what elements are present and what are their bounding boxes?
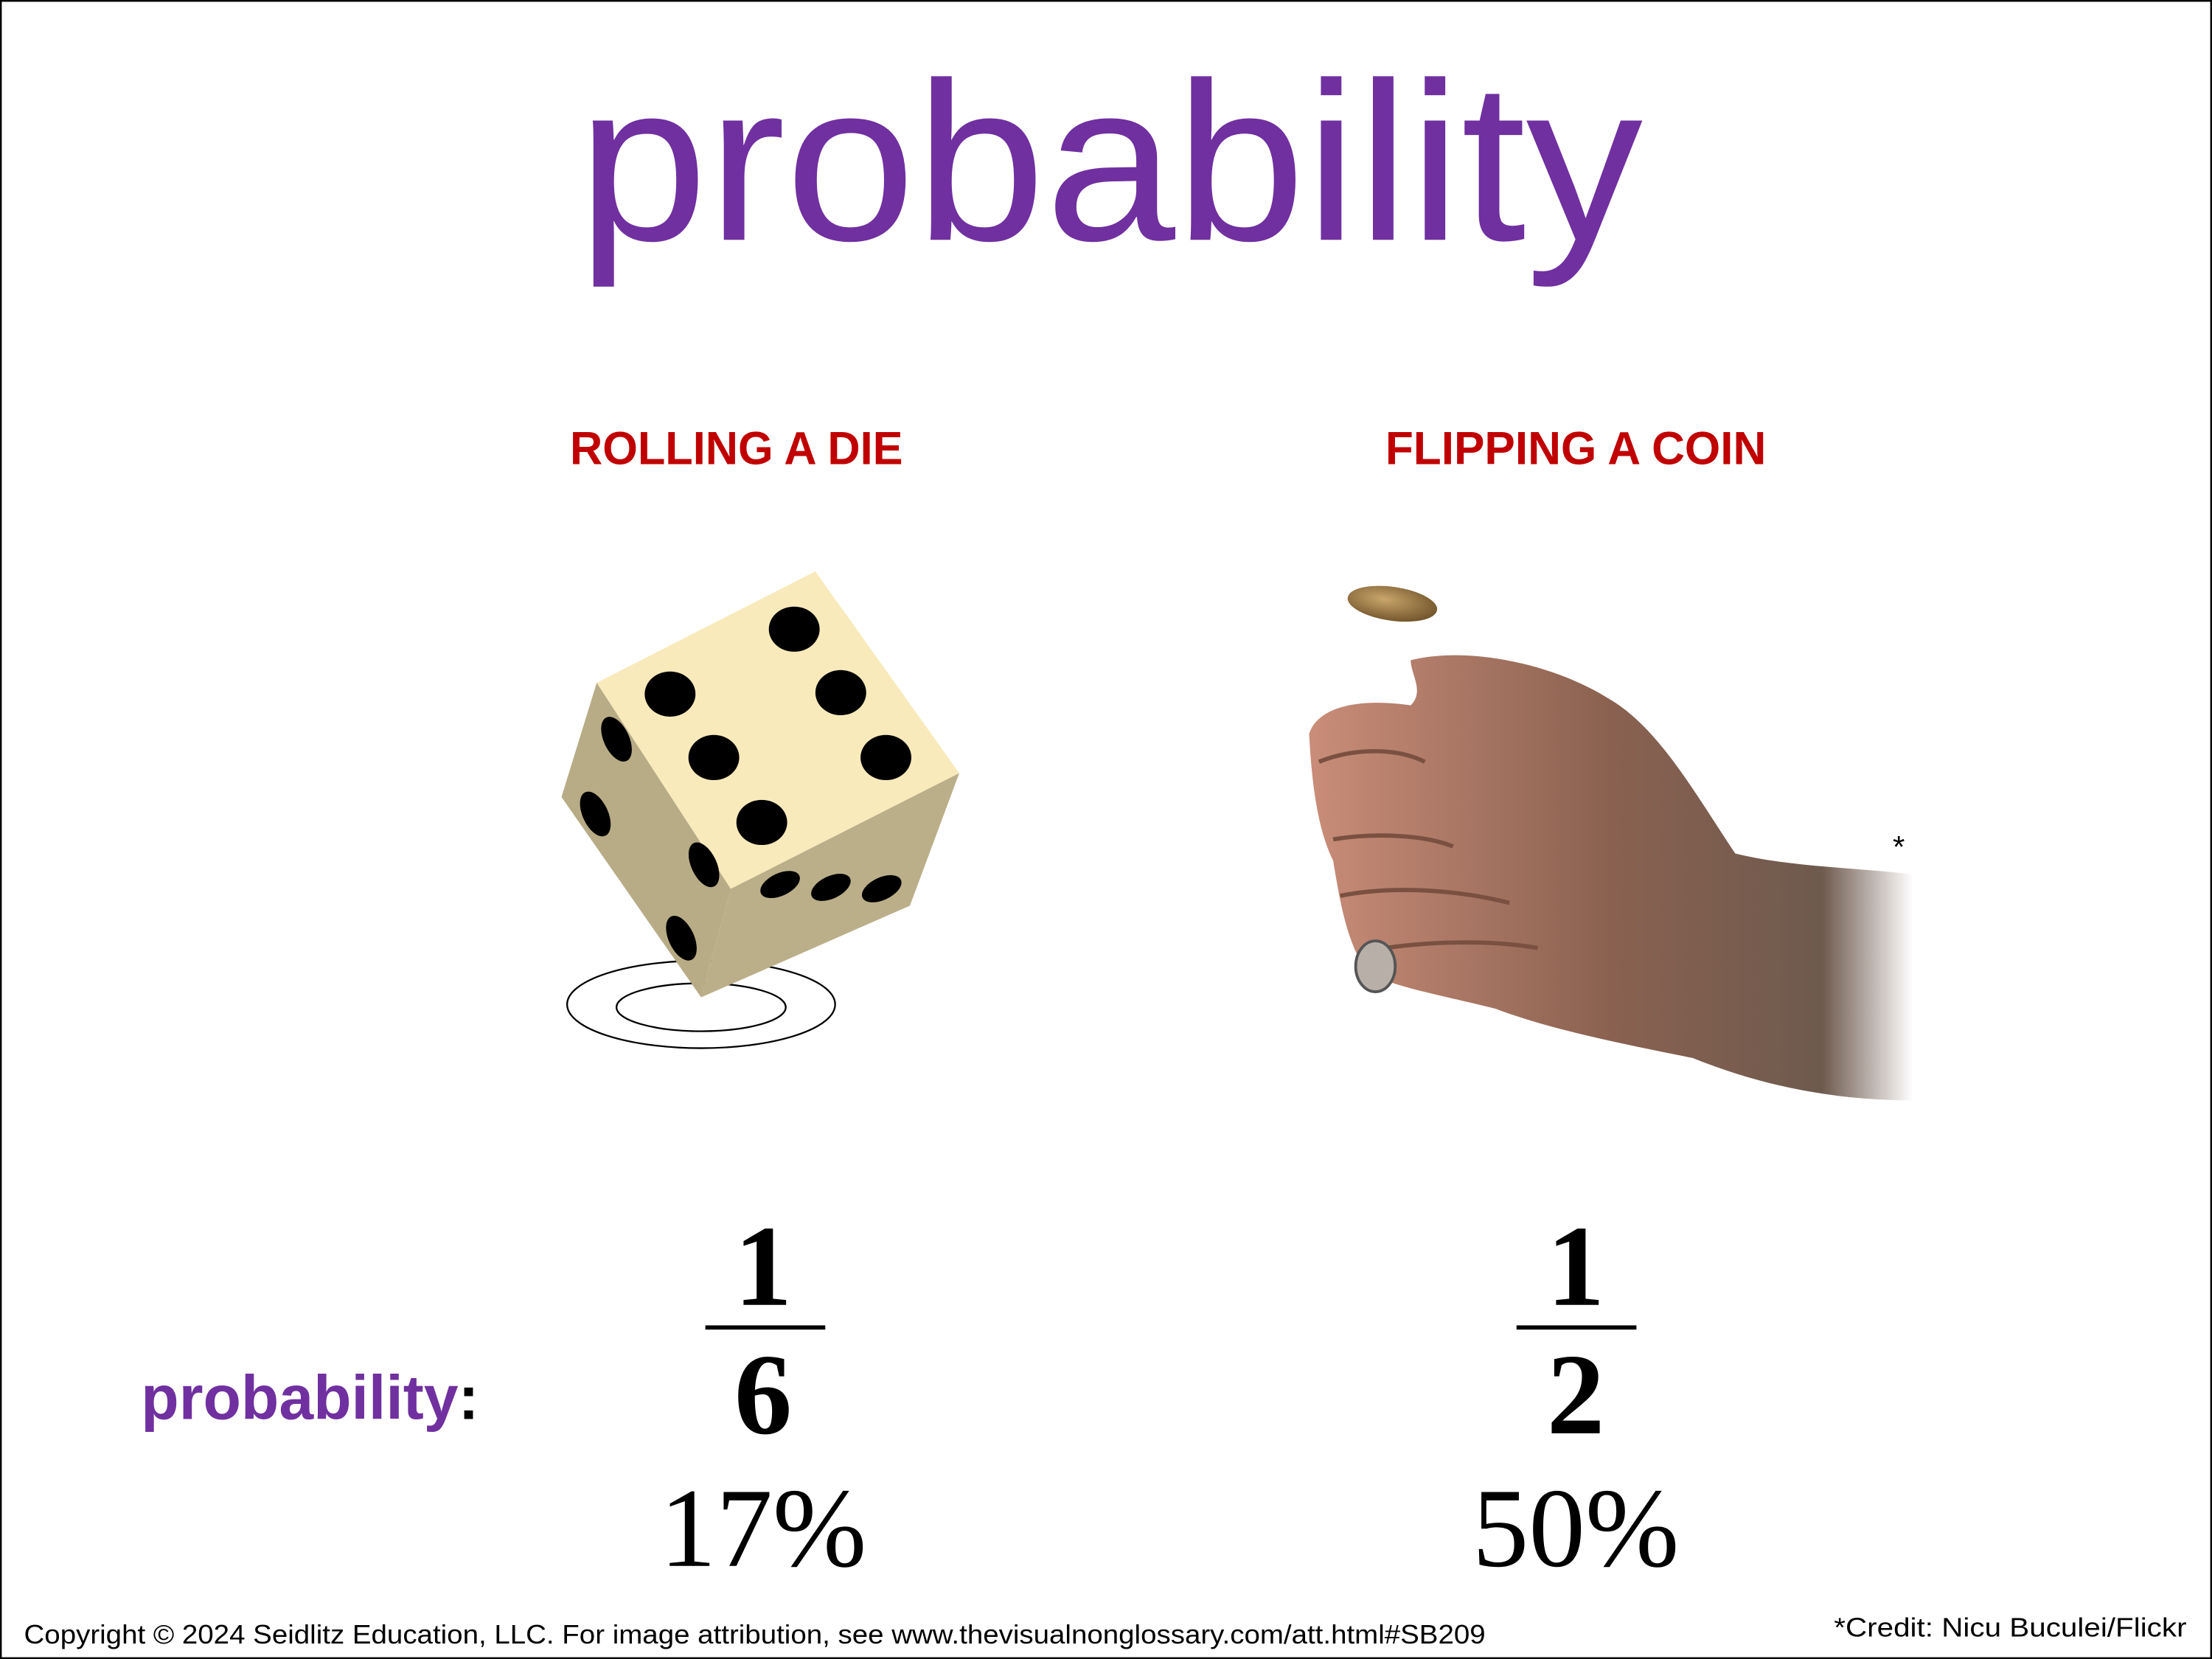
credit-mark: * (1893, 830, 1905, 864)
probability-label-colon: : (459, 1363, 479, 1433)
probability-label: probability: (141, 1363, 479, 1433)
die-icon (561, 571, 960, 1049)
coin-icon (1347, 585, 1438, 622)
denominator: 6 (734, 1330, 792, 1458)
percent: 17% (660, 1467, 867, 1591)
fraction-die: 1 6 17% (660, 1202, 867, 1591)
heading-rolling-a-die: ROLLING A DIE (570, 422, 903, 474)
numerator: 1 (1547, 1202, 1604, 1330)
percent: 50% (1472, 1467, 1680, 1591)
image-credit: *Credit: Nicu Buculei/Flickr (1834, 1612, 2186, 1642)
fraction-coin: 1 2 50% (1472, 1202, 1680, 1591)
hand-flipping-coin (1309, 585, 1913, 1101)
numerator: 1 (734, 1202, 792, 1330)
heading-flipping-a-coin: FLIPPING A COIN (1385, 422, 1767, 474)
probability-label-word: probability (141, 1363, 458, 1433)
denominator: 2 (1547, 1330, 1604, 1458)
page-title: probability (577, 35, 1643, 289)
copyright-footer: Copyright © 2024 Seidlitz Education, LLC… (24, 1619, 1486, 1649)
